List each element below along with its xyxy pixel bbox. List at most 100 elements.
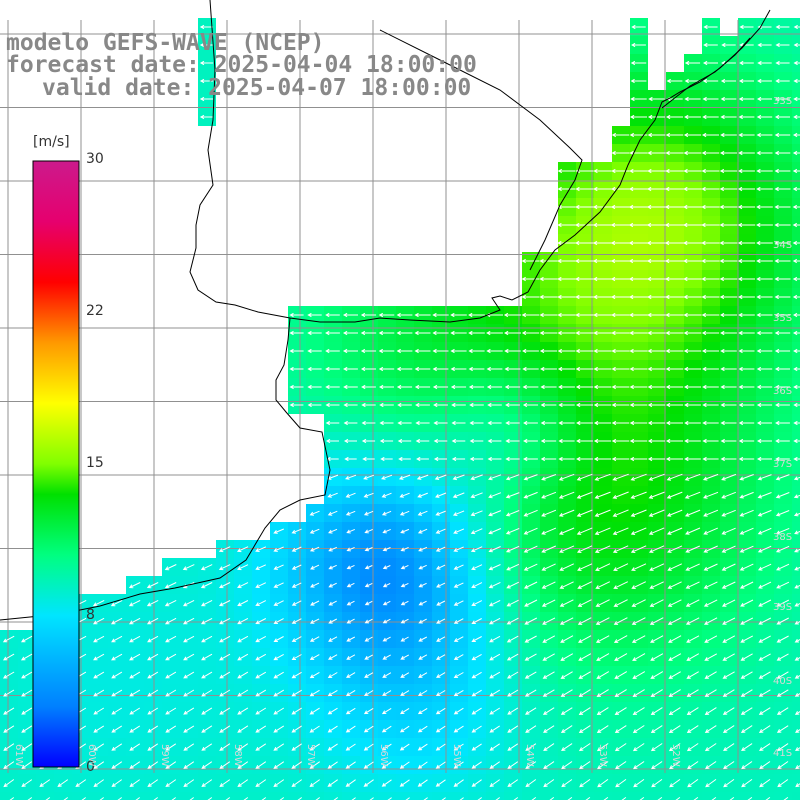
wind-arrow	[594, 491, 611, 499]
wind-arrow	[776, 563, 790, 571]
speed-cell	[558, 792, 576, 800]
wind-arrow	[687, 778, 699, 788]
wind-arrow	[165, 761, 177, 769]
wind-arrow	[273, 725, 285, 733]
wind-arrow	[147, 725, 159, 733]
wind-arrow	[525, 707, 537, 715]
wind-arrow	[579, 778, 591, 788]
wind-arrow	[793, 512, 800, 517]
wind-arrow	[667, 545, 683, 553]
wind-arrow	[279, 797, 285, 800]
wind-arrow	[93, 671, 105, 679]
wind-arrow	[632, 671, 646, 679]
wind-arrow	[575, 384, 594, 390]
wind-arrow	[432, 348, 449, 354]
wind-arrow	[310, 600, 320, 606]
wind-arrow	[756, 456, 772, 462]
speed-cell	[72, 792, 90, 800]
wind-arrow	[273, 707, 285, 715]
wind-arrow	[343, 420, 358, 426]
wind-arrow	[364, 582, 373, 588]
wind-arrow	[704, 671, 717, 679]
wind-arrow	[667, 581, 682, 589]
wind-arrow	[237, 564, 249, 571]
wind-arrow	[453, 618, 464, 624]
wind-arrow	[558, 456, 575, 462]
wind-arrow	[255, 779, 267, 787]
wind-arrow	[93, 725, 105, 733]
wind-arrow	[346, 654, 356, 660]
wind-arrow	[505, 402, 520, 408]
wind-arrow	[111, 779, 122, 788]
wind-arrow	[486, 366, 503, 372]
wind-arrow	[521, 258, 540, 264]
wind-arrow	[453, 743, 464, 751]
wind-arrow	[701, 312, 720, 318]
wind-arrow	[593, 168, 612, 174]
wind-arrow	[611, 132, 630, 138]
wind-arrow	[182, 599, 195, 607]
wind-arrow	[183, 761, 195, 769]
wind-arrow	[243, 797, 249, 800]
wind-arrow	[396, 366, 413, 372]
wind-arrow	[795, 747, 800, 751]
wind-arrow	[506, 563, 520, 571]
wind-arrow	[684, 114, 701, 120]
wind-arrow	[543, 761, 555, 769]
wind-arrow	[541, 509, 557, 517]
wind-arrow	[596, 707, 609, 715]
wind-arrow	[631, 563, 647, 571]
wind-arrow	[471, 761, 482, 769]
wind-arrow	[578, 707, 591, 715]
wind-arrow	[541, 563, 556, 571]
wind-arrow	[381, 725, 392, 733]
wind-arrow	[647, 438, 666, 444]
wind-arrow	[489, 779, 500, 787]
wind-arrow	[578, 671, 591, 679]
wind-arrow	[683, 258, 702, 264]
wind-arrow	[723, 743, 735, 751]
wind-arrow	[794, 602, 800, 607]
wind-arrow	[649, 599, 664, 607]
wind-arrow	[523, 474, 538, 481]
wind-arrow	[629, 168, 648, 174]
wind-arrow	[776, 689, 789, 697]
wind-arrow	[542, 635, 556, 643]
wind-arrow	[470, 528, 483, 535]
wind-arrow	[255, 707, 267, 715]
wind-arrow	[783, 796, 789, 800]
lon-label-53w: 53W	[597, 744, 608, 767]
wind-arrow	[400, 564, 409, 570]
wind-arrow	[200, 617, 213, 625]
wind-arrow	[737, 240, 756, 246]
wind-arrow	[739, 491, 754, 499]
wind-arrow	[219, 671, 231, 679]
wind-arrow	[471, 636, 482, 642]
wind-arrow	[328, 582, 337, 588]
wind-arrow	[794, 656, 800, 661]
wind-arrow	[611, 168, 630, 174]
wind-arrow	[199, 96, 214, 102]
wind-arrow	[719, 186, 738, 192]
wind-arrow	[489, 707, 501, 715]
wind-arrow	[381, 474, 393, 480]
wind-arrow	[399, 492, 410, 498]
wind-arrow	[471, 671, 482, 679]
wind-arrow	[435, 743, 446, 751]
wind-arrow	[756, 132, 773, 138]
wind-arrow	[219, 707, 231, 715]
wind-arrow	[369, 797, 374, 800]
wind-arrow	[328, 636, 338, 642]
wind-arrow	[261, 797, 267, 800]
speed-cell	[36, 792, 54, 800]
wind-arrow	[111, 689, 123, 697]
wind-arrow	[93, 707, 105, 715]
wind-arrow	[738, 384, 755, 390]
speed-cell	[378, 792, 396, 800]
wind-arrow	[577, 599, 592, 607]
wind-arrow	[558, 402, 575, 408]
wind-arrow	[289, 384, 304, 390]
wind-arrow	[3, 779, 15, 788]
wind-arrow	[328, 654, 338, 660]
wind-arrow	[183, 707, 195, 715]
